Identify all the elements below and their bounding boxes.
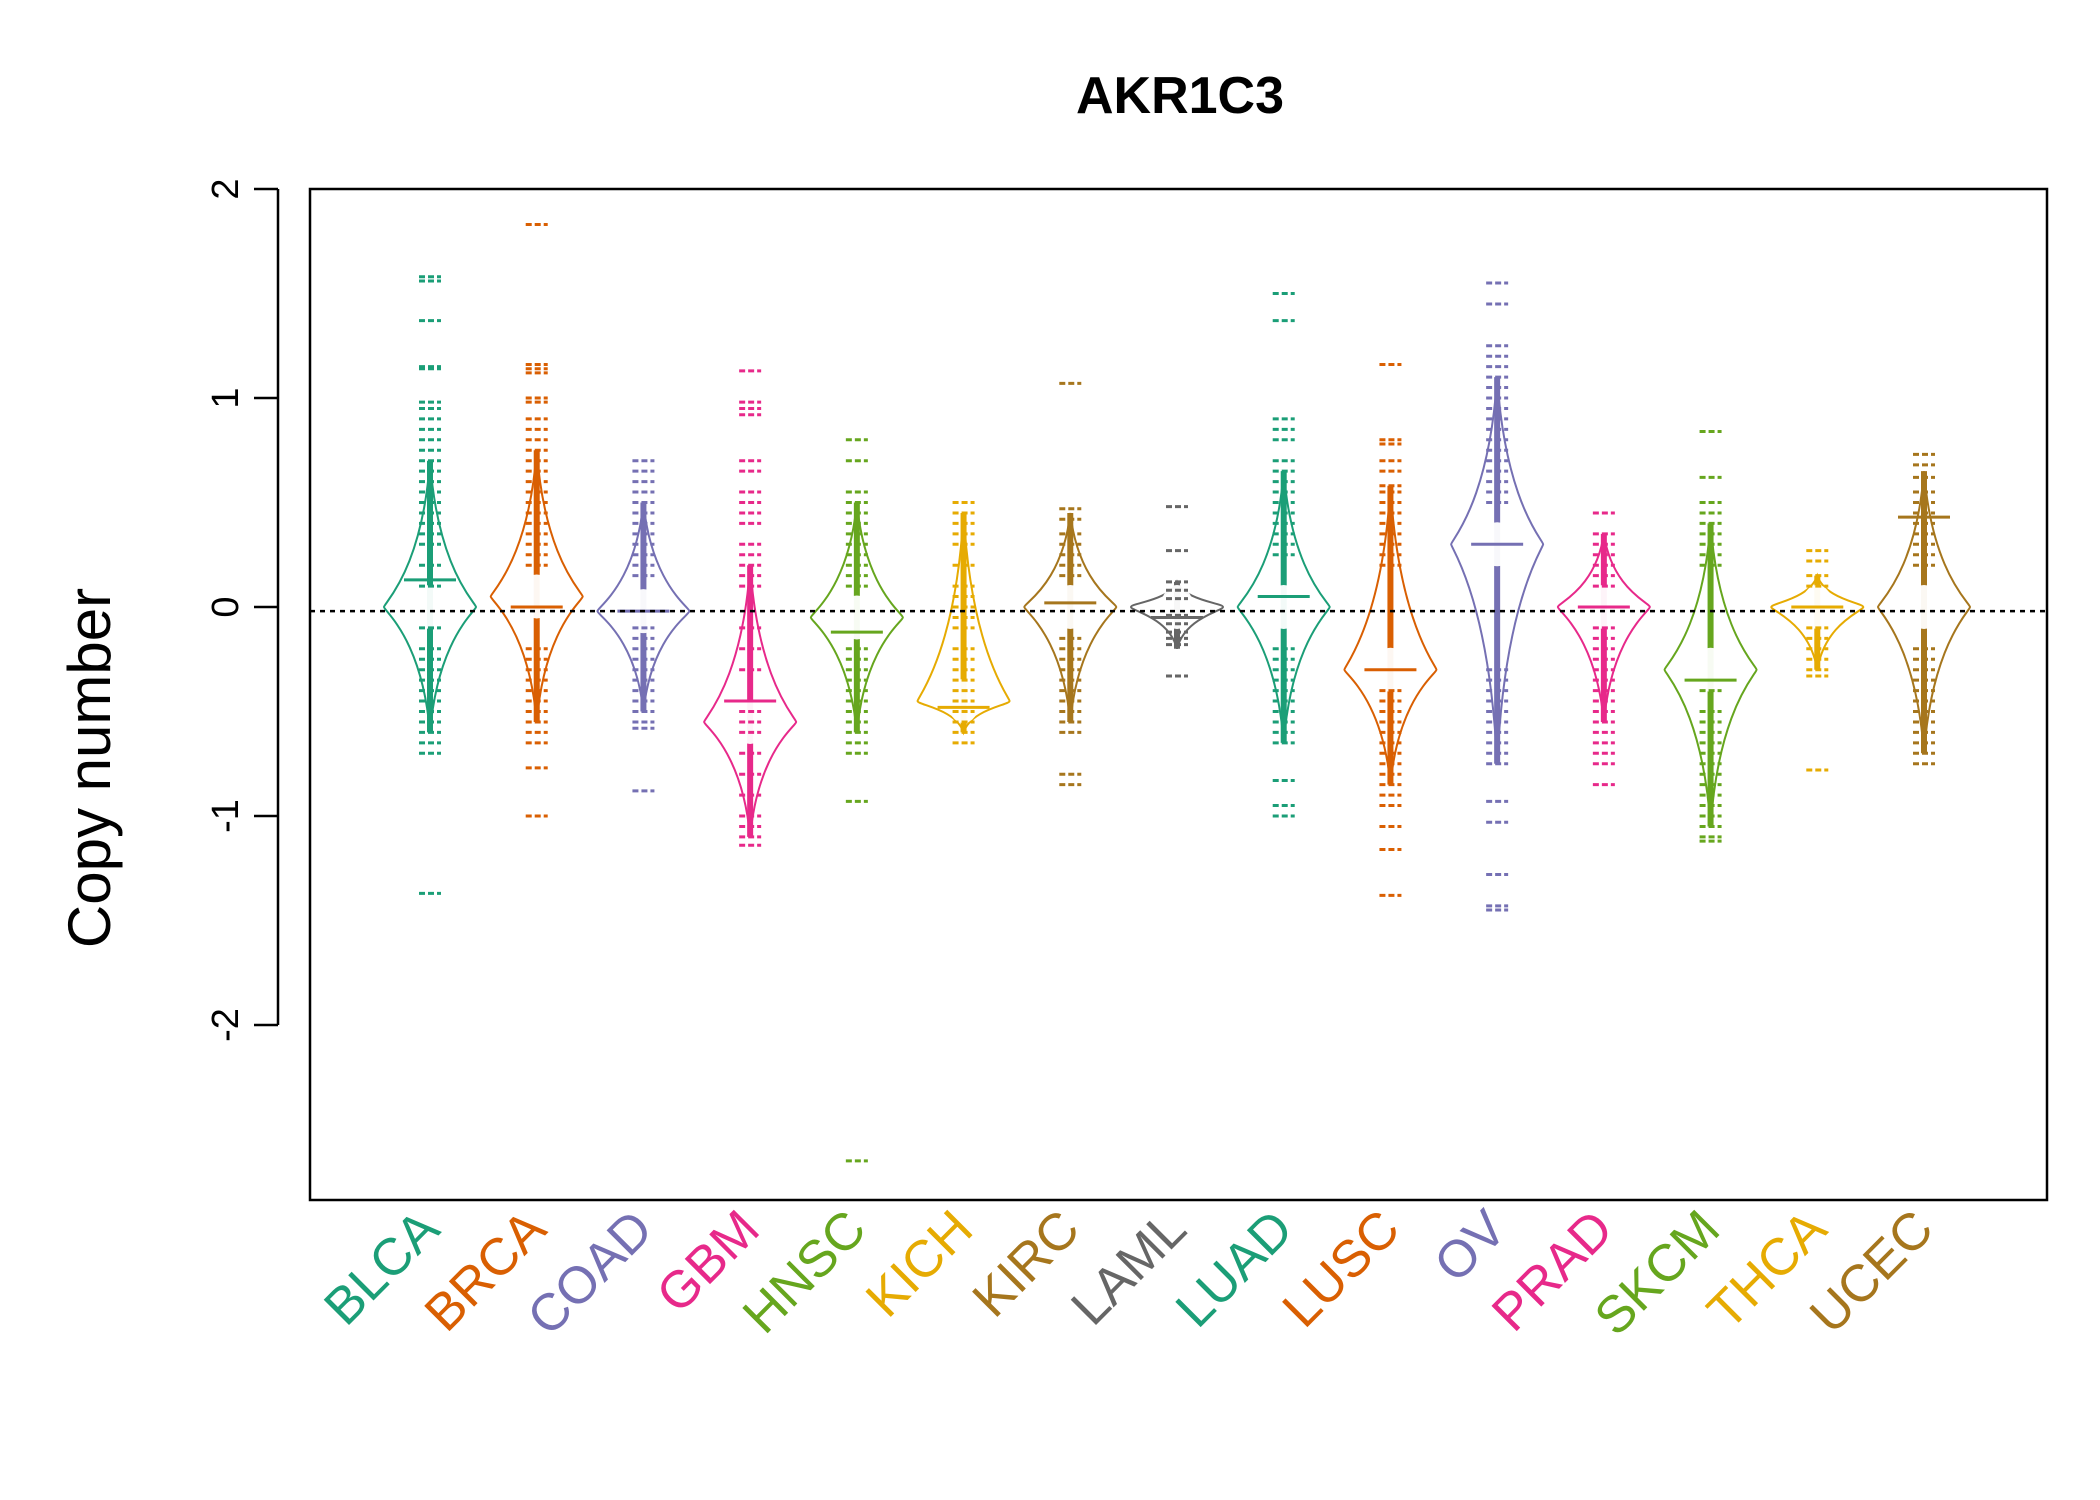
bean-peak-halo	[1054, 585, 1087, 629]
y-tick-label: -2	[205, 1008, 247, 1042]
y-tick-label: -1	[205, 799, 247, 833]
x-tick-label: LUAD	[1165, 1199, 1304, 1338]
bean-peak-halo	[1267, 585, 1300, 629]
bean-brca	[489, 223, 584, 818]
bean-gbm	[703, 369, 798, 847]
bean-thca	[1770, 549, 1865, 772]
x-tick-label: KIRC	[962, 1199, 1091, 1328]
bean-kich	[916, 501, 1011, 745]
bean-peak-halo	[414, 585, 446, 629]
y-axis: -2 -1 0 1 2	[205, 178, 280, 1042]
y-tick-label: 2	[205, 178, 247, 199]
bean-group	[382, 223, 1972, 1163]
bean-prad	[1556, 511, 1651, 787]
y-axis-label: Copy number	[56, 588, 123, 948]
bean-peak-halo	[1908, 585, 1940, 629]
y-tick-label: 0	[205, 596, 247, 617]
chart-title: AKR1C3	[1076, 67, 1284, 125]
bean-ov	[1450, 281, 1545, 912]
bean-kirc	[1023, 381, 1118, 787]
x-tick-label: HNSC	[732, 1199, 877, 1344]
bean-peak-halo	[1694, 647, 1727, 692]
x-tick-label: LUSC	[1272, 1199, 1411, 1338]
x-tick-label: SKCM	[1584, 1199, 1731, 1346]
bean-lusc	[1343, 363, 1438, 897]
bean-laml	[1129, 505, 1225, 678]
bean-skcm	[1663, 429, 1758, 843]
bean-ucec	[1876, 452, 1972, 766]
x-tick-label: LAML	[1060, 1199, 1197, 1336]
bean-coad	[596, 459, 691, 793]
plot-frame	[308, 187, 2049, 1202]
bean-luad	[1236, 292, 1331, 818]
x-tick-label: KICH	[855, 1199, 984, 1328]
bean-blca	[382, 275, 478, 895]
x-tick-label: UCEC	[1799, 1199, 1944, 1344]
bean-peak-halo	[840, 595, 873, 640]
bean-peak-halo	[520, 574, 553, 619]
bean-hnsc	[809, 438, 904, 1163]
x-tick-label: COAD	[517, 1199, 664, 1346]
y-tick-label: 1	[205, 387, 247, 408]
